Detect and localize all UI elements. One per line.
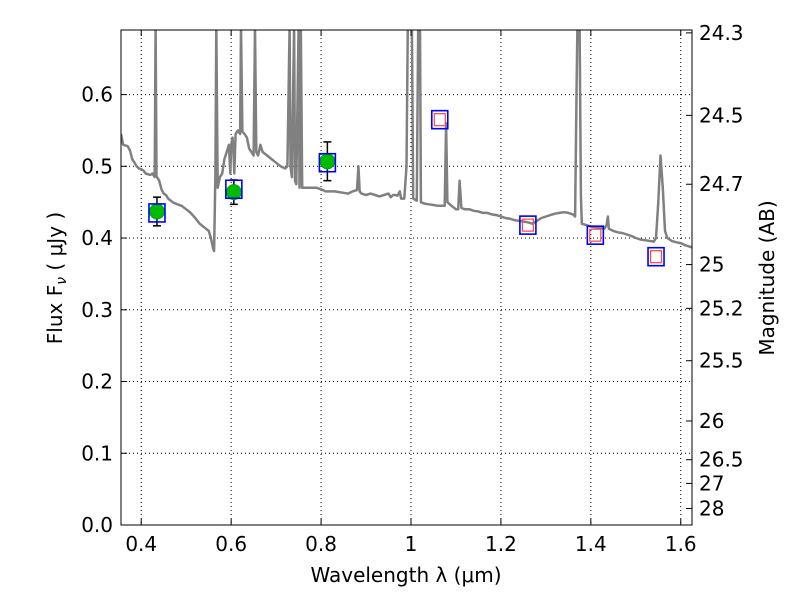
model-band-square [647, 246, 665, 267]
x-axis: 0.4 0.6 0.8 1 1.2 1.4 1.6 [125, 30, 697, 556]
y2-tick-label: 26 [699, 409, 724, 433]
y-tick-label: 0.4 [81, 226, 113, 250]
y-axis-label-unit: ( μJy ) [43, 212, 67, 277]
model-band-square [586, 225, 605, 245]
x-tick-label: 0.6 [215, 532, 247, 556]
predicted-point [521, 218, 534, 232]
y2-tick-label: 24.5 [699, 103, 744, 127]
x-tick-label: 1 [405, 532, 418, 556]
y2-axis-label: Magnitude (AB) [755, 200, 779, 355]
model-band-square [519, 215, 537, 235]
y-tick-label: 0.2 [81, 370, 113, 394]
grid-lines [121, 30, 692, 525]
x-tick-label: 1.4 [575, 532, 607, 556]
y2-tick-label: 25 [699, 253, 724, 277]
model-band-square [148, 203, 166, 223]
predicted-point [589, 228, 602, 242]
y-tick-label: 0.0 [81, 513, 113, 537]
y-axis-label-sub: ν [54, 277, 70, 285]
y2-tick-label: 24.3 [699, 21, 744, 45]
y-tick-label: 0.1 [81, 441, 113, 465]
y2-tick-label: 28 [699, 497, 724, 521]
y-tick-label: 0.3 [81, 298, 113, 322]
y-axis-label: Flux Fν ( μJy ) [43, 212, 70, 344]
y-tick-label: 0.5 [81, 154, 113, 178]
observed-point [319, 153, 336, 170]
model-band-square [430, 109, 449, 130]
x-axis-label: Wavelength λ (μm) [310, 563, 501, 587]
predicted-point [433, 113, 446, 127]
y-tick-label: 0.6 [81, 83, 113, 107]
model-band-square [318, 152, 337, 173]
y2-tick-label: 27 [699, 471, 724, 495]
y-axis-label-main: Flux F [43, 285, 67, 344]
y2-tick-label: 24.7 [699, 172, 744, 196]
marker-layer [148, 109, 665, 267]
x-tick-label: 0.8 [305, 532, 337, 556]
observed-point [225, 184, 242, 201]
y2-tick-label: 26.5 [699, 448, 744, 472]
model-band-square [225, 179, 243, 200]
predicted-point [649, 250, 663, 264]
x-tick-label: 0.4 [125, 532, 157, 556]
x-tick-label: 1.6 [665, 532, 697, 556]
spectrum-layer [121, 30, 692, 253]
plot-frame [120, 29, 693, 526]
observed-point [148, 203, 165, 220]
y2-tick-label: 25.5 [699, 349, 744, 373]
spectrum-line [121, 30, 692, 253]
x-tick-label: 1.2 [485, 532, 517, 556]
y-axis-left: 0.0 0.1 0.2 0.3 0.4 0.5 0.6 [81, 83, 127, 537]
y2-tick-label: 25.2 [699, 296, 744, 320]
